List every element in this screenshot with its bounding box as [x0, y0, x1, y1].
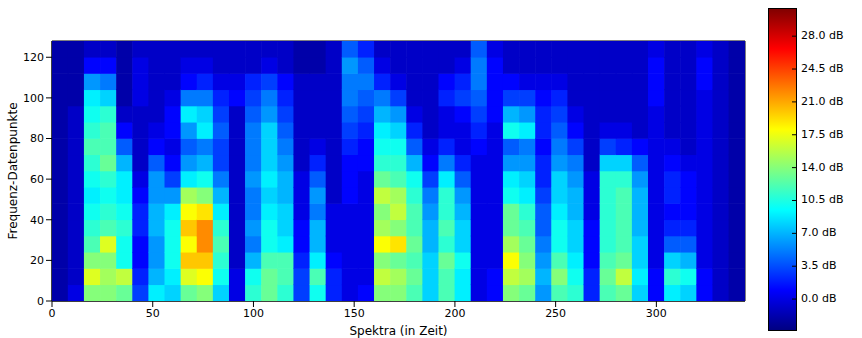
- svg-text:21.0 dB: 21.0 dB: [801, 95, 844, 108]
- svg-text:150: 150: [344, 307, 365, 320]
- svg-text:17.5 dB: 17.5 dB: [801, 128, 844, 141]
- svg-text:40: 40: [30, 214, 44, 227]
- svg-text:24.5 dB: 24.5 dB: [801, 62, 844, 75]
- svg-text:Frequenz-Datenpunkte: Frequenz-Datenpunkte: [6, 102, 20, 239]
- svg-text:7.0 dB: 7.0 dB: [801, 226, 837, 239]
- svg-text:14.0 dB: 14.0 dB: [801, 161, 844, 174]
- svg-text:0: 0: [37, 295, 44, 308]
- svg-text:60: 60: [30, 173, 44, 186]
- svg-text:250: 250: [545, 307, 566, 320]
- svg-text:20: 20: [30, 254, 44, 267]
- svg-text:120: 120: [23, 51, 44, 64]
- svg-text:50: 50: [146, 307, 160, 320]
- svg-text:Spektra (in Zeit): Spektra (in Zeit): [349, 324, 447, 338]
- svg-text:0.0 dB: 0.0 dB: [801, 292, 837, 305]
- svg-text:10.5 dB: 10.5 dB: [801, 193, 844, 206]
- svg-text:0: 0: [49, 307, 56, 320]
- svg-text:100: 100: [243, 307, 264, 320]
- svg-text:100: 100: [23, 92, 44, 105]
- svg-text:28.0 dB: 28.0 dB: [801, 29, 844, 42]
- svg-text:80: 80: [30, 132, 44, 145]
- svg-text:200: 200: [444, 307, 465, 320]
- svg-text:300: 300: [646, 307, 667, 320]
- svg-text:3.5 dB: 3.5 dB: [801, 259, 837, 272]
